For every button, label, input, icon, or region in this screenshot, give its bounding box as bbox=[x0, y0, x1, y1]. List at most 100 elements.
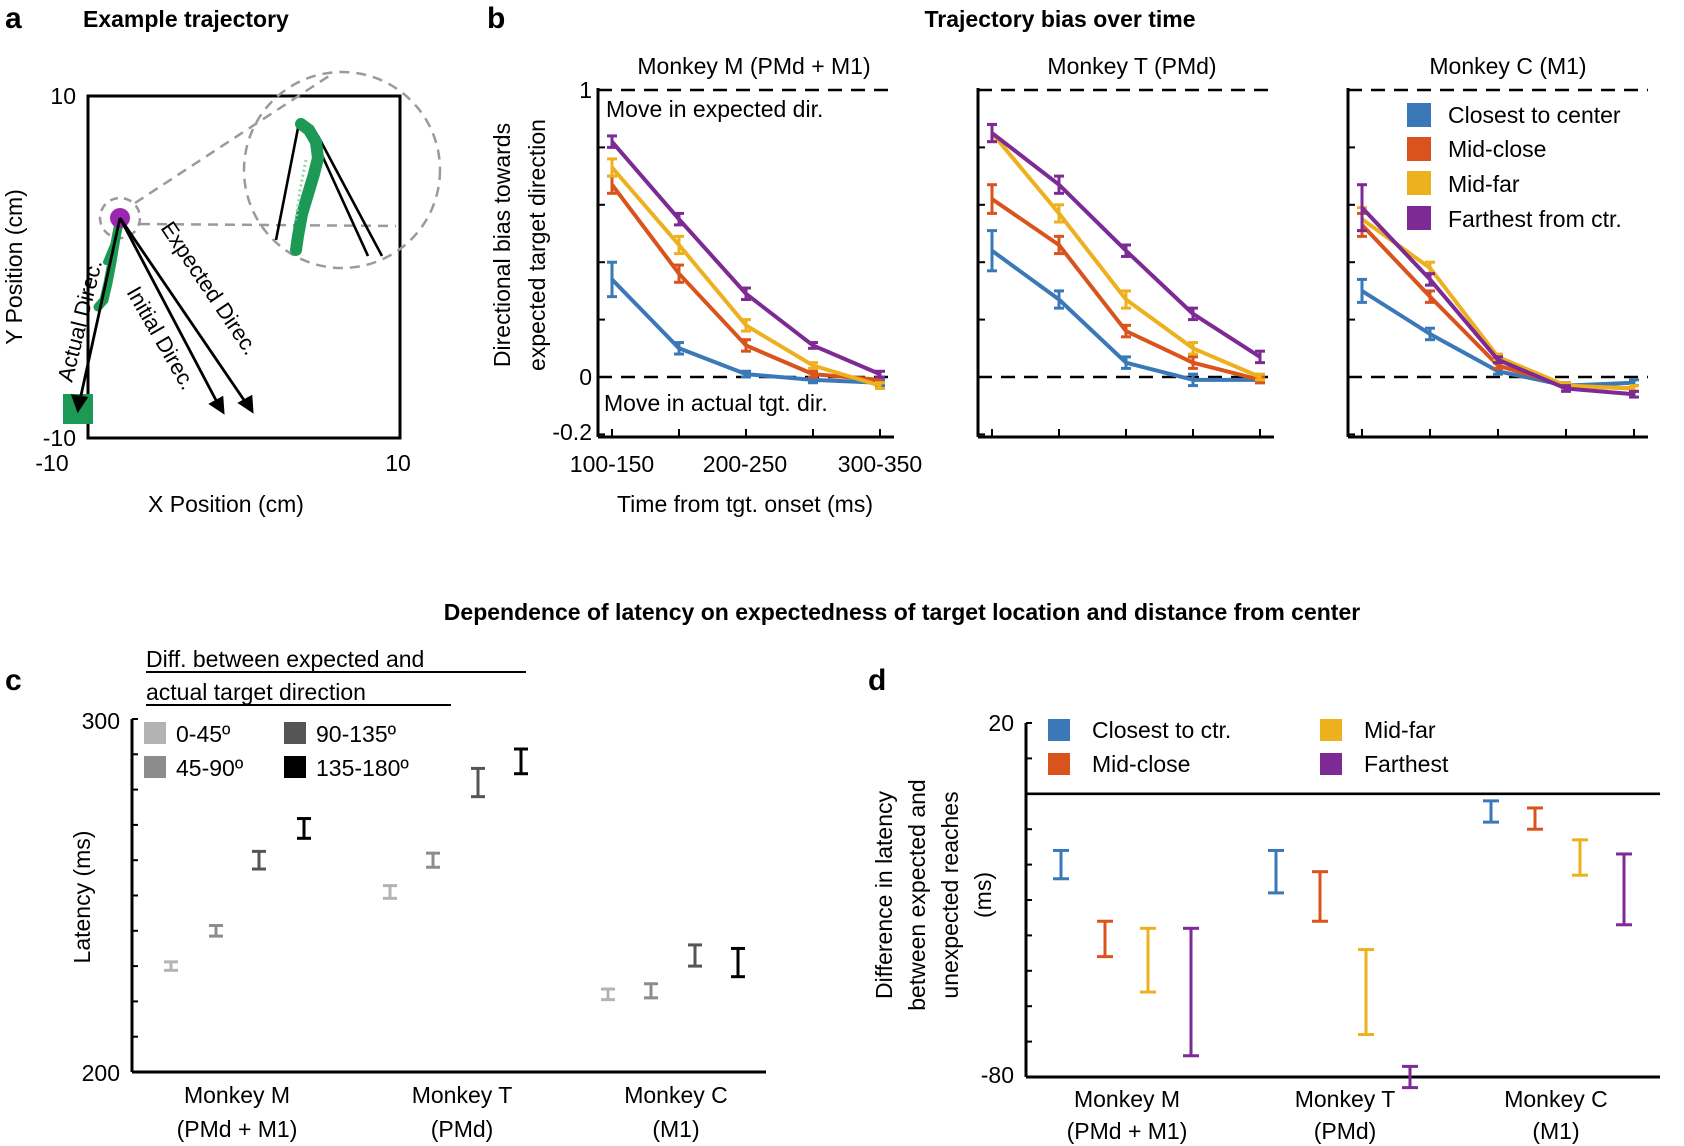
legend-d-label-midfar: Mid-far bbox=[1364, 717, 1436, 743]
panel-a-xtick-left: -10 bbox=[35, 450, 68, 476]
panel-d-ytick-top: 20 bbox=[988, 710, 1014, 736]
inset-initial-line bbox=[314, 141, 370, 257]
panel-d-legend: Closest to ctr. Mid-close Mid-far Farthe… bbox=[1048, 717, 1449, 777]
panel-a-ytick-top: 10 bbox=[50, 83, 76, 109]
panel-b-ylabel-line1: Directional bias towards bbox=[489, 123, 515, 367]
panel-b-xtick-2: 200-250 bbox=[703, 451, 787, 477]
trajectory-chart-2: Monkey T (PMd) bbox=[976, 53, 1274, 439]
series-line-3 bbox=[610, 166, 881, 388]
legend-b-label-midfar: Mid-far bbox=[1448, 171, 1520, 197]
legend-b-label-closest: Closest to center bbox=[1448, 102, 1621, 128]
panel-d-group3-line1: Monkey C bbox=[1504, 1086, 1608, 1112]
legend-c-swatch-0-45 bbox=[144, 722, 166, 744]
panel-cd-title: Dependence of latency on expectedness of… bbox=[444, 599, 1360, 625]
inset-trajectory bbox=[290, 118, 325, 256]
trajectory-chart-1: Monkey M (PMd + M1) bbox=[596, 53, 894, 439]
trajectory-chart-title-2: Monkey T (PMd) bbox=[1047, 53, 1216, 79]
panel-d-ylabel-line3: unexpected reaches bbox=[937, 791, 963, 998]
panel-b-xtick-3: 300-350 bbox=[838, 451, 922, 477]
panel-b-ytick-1: 1 bbox=[579, 77, 592, 103]
panel-d-group3-line2: (M1) bbox=[1532, 1118, 1579, 1144]
panel-d-ytick-bottom: -80 bbox=[981, 1062, 1014, 1088]
inset-actual-line bbox=[274, 127, 300, 241]
panel-a-xlabel: X Position (cm) bbox=[148, 491, 304, 517]
panel-c-ytick-bottom: 200 bbox=[82, 1060, 120, 1086]
trajectory-chart-3: Monkey C (M1) bbox=[1346, 53, 1648, 439]
legend-c-swatch-135-180 bbox=[284, 756, 306, 778]
panel-c-plot bbox=[130, 718, 766, 1074]
direction-arrows bbox=[70, 217, 254, 415]
inset-trajectory-highlight bbox=[294, 159, 308, 221]
panel-b-plots: Monkey M (PMd + M1) Monkey T (PMd) Monkey … bbox=[596, 53, 1648, 439]
legend-d-swatch-closest bbox=[1048, 719, 1070, 741]
legend-c-label-0-45: 0-45º bbox=[176, 721, 231, 747]
panel-a-title: Example trajectory bbox=[83, 6, 289, 32]
legend-d-swatch-farthest bbox=[1320, 753, 1342, 775]
panel-c-group1-line2: (PMd + M1) bbox=[177, 1116, 298, 1142]
actual-direction-arrowhead bbox=[70, 394, 89, 414]
legend-d-label-closest: Closest to ctr. bbox=[1092, 717, 1231, 743]
initial-direction-arrow bbox=[118, 217, 220, 405]
panel-b-title: Trajectory bias over time bbox=[924, 6, 1195, 32]
zoom-inset bbox=[274, 118, 384, 257]
zoom-guide-top bbox=[134, 72, 333, 205]
panel-d-label: d bbox=[868, 664, 886, 697]
legend-b-swatch-midfar bbox=[1407, 171, 1431, 195]
legend-c-label-45-90: 45-90º bbox=[176, 755, 244, 781]
legend-b-swatch-midclose bbox=[1407, 137, 1431, 161]
expected-direction-arrowhead bbox=[237, 394, 254, 414]
panel-c-ytick-top: 300 bbox=[82, 708, 120, 734]
trajectory-chart-title-3: Monkey C (M1) bbox=[1429, 53, 1586, 79]
legend-b-label-midclose: Mid-close bbox=[1448, 136, 1546, 162]
panel-d-group1-line2: (PMd + M1) bbox=[1067, 1118, 1188, 1144]
legend-c-swatch-90-135 bbox=[284, 722, 306, 744]
panel-a-axes bbox=[86, 94, 402, 440]
legend-b-swatch-farthest bbox=[1407, 206, 1431, 230]
panel-d-ylabel-line4: (ms) bbox=[970, 872, 996, 918]
legend-b-swatch-closest bbox=[1407, 103, 1431, 127]
panel-b-label: b bbox=[487, 2, 505, 35]
inset-expected-line bbox=[316, 135, 384, 257]
panel-b-ylabel-line2: expected target direction bbox=[524, 119, 550, 371]
legend-d-label-farthest: Farthest bbox=[1364, 751, 1449, 777]
panel-d-ylabel-line2: between expected and bbox=[904, 779, 930, 1010]
legend-b-label-farthest: Farthest from ctr. bbox=[1448, 206, 1622, 232]
legend-d-swatch-midfar bbox=[1320, 719, 1342, 741]
panel-a-ylabel: Y Position (cm) bbox=[1, 189, 27, 345]
panel-c-legend-title-line2: actual target direction bbox=[146, 679, 366, 705]
panel-b-legend: Closest to center Mid-close Mid-far Fart… bbox=[1407, 102, 1622, 232]
panel-c-group1-line1: Monkey M bbox=[184, 1082, 290, 1108]
panel-a-label: a bbox=[5, 2, 22, 35]
legend-c-label-135-180: 135-180º bbox=[316, 755, 409, 781]
trajectory-chart-title-1: Monkey M (PMd + M1) bbox=[637, 53, 870, 79]
panel-c-group2-line1: Monkey T bbox=[412, 1082, 513, 1108]
panel-d-ylabel-line1: Difference in latency bbox=[871, 791, 897, 999]
panel-c-ylabel: Latency (ms) bbox=[69, 831, 95, 964]
legend-d-label-midclose: Mid-close bbox=[1092, 751, 1190, 777]
panel-a-xtick-right: 10 bbox=[385, 450, 411, 476]
panel-c-legend-title-line1: Diff. between expected and bbox=[146, 646, 424, 672]
panel-b-xlabel: Time from tgt. onset (ms) bbox=[617, 491, 873, 517]
panel-c-label: c bbox=[5, 664, 22, 697]
expected-direction-arrow bbox=[118, 217, 248, 404]
panel-b-ytick-neg: -0.2 bbox=[552, 419, 592, 445]
legend-d-swatch-midclose bbox=[1048, 753, 1070, 775]
zoom-inset-circle bbox=[242, 70, 442, 270]
panel-b-annotation-bottom: Move in actual tgt. dir. bbox=[604, 390, 828, 416]
panel-c-legend: 0-45º 45-90º 90-135º 135-180º bbox=[144, 721, 409, 781]
panel-d-group2-line2: (PMd) bbox=[1314, 1118, 1377, 1144]
panel-b-ytick-0: 0 bbox=[579, 364, 592, 390]
actual-direction-arrow bbox=[78, 217, 122, 401]
panel-c-group3-line1: Monkey C bbox=[624, 1082, 728, 1108]
panel-b-xtick-1: 100-150 bbox=[570, 451, 654, 477]
panel-d-group1-line1: Monkey M bbox=[1074, 1086, 1180, 1112]
legend-c-swatch-45-90 bbox=[144, 756, 166, 778]
panel-a-ytick-bottom: -10 bbox=[43, 425, 76, 451]
initial-direction-arrowhead bbox=[208, 395, 225, 415]
panel-b-annotation-top: Move in expected dir. bbox=[606, 96, 823, 122]
legend-c-label-90-135: 90-135º bbox=[316, 721, 397, 747]
panel-d-plot bbox=[1024, 722, 1660, 1090]
panel-d-group2-line1: Monkey T bbox=[1295, 1086, 1396, 1112]
panel-c-group3-line2: (M1) bbox=[652, 1116, 699, 1142]
